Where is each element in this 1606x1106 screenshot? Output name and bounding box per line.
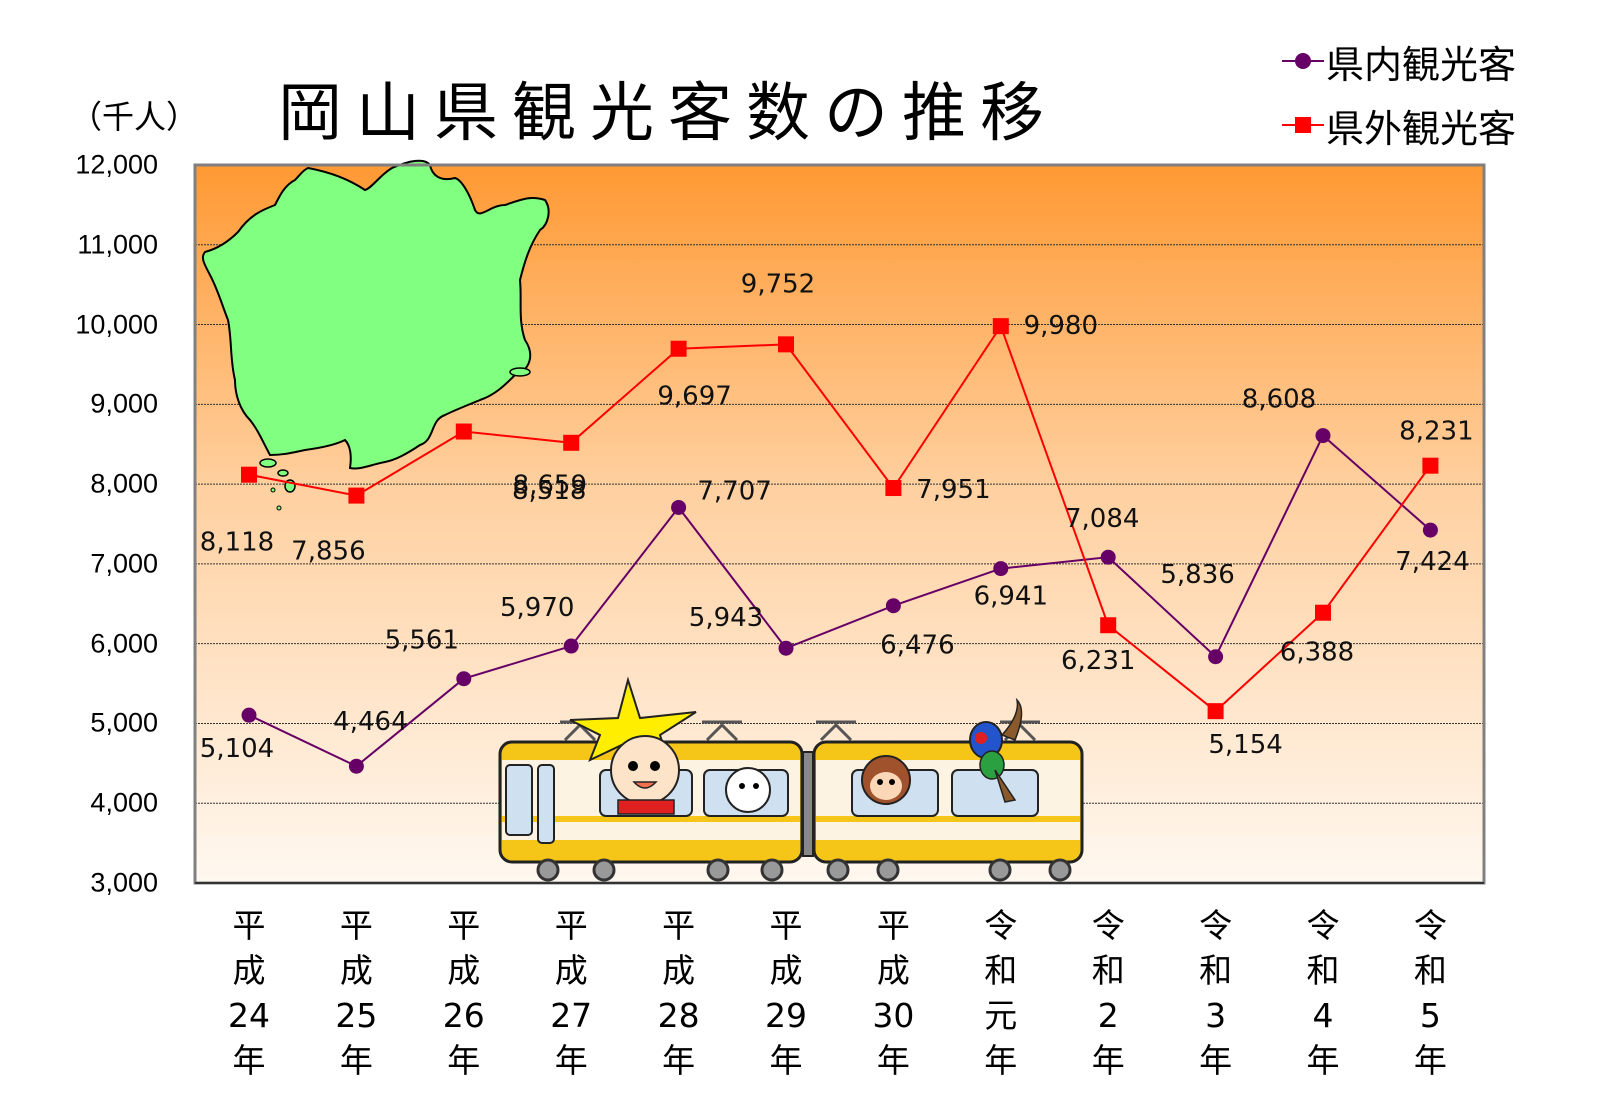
legend: 県内観光客 県外観光客 xyxy=(1282,38,1516,166)
pantograph-icon xyxy=(560,720,1040,742)
circle-marker-icon xyxy=(241,707,257,723)
data-label: 7,084 xyxy=(1065,504,1139,534)
circle-marker-icon xyxy=(1100,549,1116,565)
data-label: 9,697 xyxy=(657,382,731,412)
data-label: 5,561 xyxy=(385,626,459,656)
data-labels: 5,104 4,464 5,561 5,970 7,707 5,943 6,476 6,941… xyxy=(200,269,1474,764)
data-label: 9,752 xyxy=(741,269,815,299)
square-marker-icon xyxy=(992,318,1009,335)
data-label: 7,424 xyxy=(1395,547,1469,577)
dog-mascot-icon xyxy=(725,767,771,813)
y-tick-label: 6,000 xyxy=(90,628,158,659)
legend-label: 県内観光客 xyxy=(1326,42,1517,87)
square-marker-icon xyxy=(670,340,687,357)
legend-item-out-pref: 県外観光客 xyxy=(1282,102,1516,151)
square-marker-icon xyxy=(241,466,257,483)
series-lines xyxy=(241,318,1439,774)
y-tick-label: 8,000 xyxy=(90,468,158,499)
x-tick-label: 平成 29 年 xyxy=(765,906,807,1080)
legend-label: 県外観光客 xyxy=(1326,106,1517,151)
circle-marker-icon xyxy=(885,598,901,614)
circle-marker-icon xyxy=(778,640,794,656)
data-label: 5,104 xyxy=(200,734,274,764)
island-icon xyxy=(270,487,276,493)
data-label: 5,154 xyxy=(1208,730,1282,760)
train-mascot-illustration xyxy=(498,676,1084,882)
legend-item-in-pref: 県内観光客 xyxy=(1282,38,1516,87)
square-marker-icon xyxy=(563,434,580,451)
x-tick-label: 平成 27 年 xyxy=(550,906,593,1080)
y-tick-label: 12,000 xyxy=(75,149,158,180)
x-tick-label: 平成 26 年 xyxy=(442,906,485,1080)
data-label: 5,970 xyxy=(500,593,574,623)
series-line-in-pref xyxy=(248,433,1432,768)
circle-marker-icon xyxy=(456,671,472,687)
data-label: 7,856 xyxy=(291,537,365,567)
data-label: 9,980 xyxy=(1024,311,1098,341)
square-marker-icon xyxy=(778,336,794,353)
data-label: 8,608 xyxy=(1242,385,1316,415)
x-tick-label: 令和元年 xyxy=(984,906,1018,1080)
circle-marker-icon xyxy=(563,638,579,654)
data-label: 6,388 xyxy=(1280,638,1354,668)
square-marker-icon xyxy=(348,487,365,504)
y-tick-label: 4,000 xyxy=(90,787,158,818)
y-tick-label: 9,000 xyxy=(90,388,158,419)
data-label: 5,943 xyxy=(689,603,763,633)
square-marker-icon xyxy=(455,423,472,440)
square-marker-icon xyxy=(1315,604,1331,621)
y-axis-unit-label: （千人） xyxy=(70,98,199,136)
x-tick-label: 平成 25 年 xyxy=(335,906,378,1080)
island-icon xyxy=(277,469,289,477)
island-icon xyxy=(276,505,282,511)
data-label: 4,464 xyxy=(333,707,407,737)
data-label: 8,518 xyxy=(512,476,586,506)
circle-marker-icon xyxy=(671,499,687,515)
island-icon xyxy=(259,458,277,468)
circle-marker-icon xyxy=(1315,428,1331,444)
x-tick-label: 平成 30 年 xyxy=(872,906,915,1080)
data-label: 8,231 xyxy=(1399,417,1473,447)
okayama-map-illustration xyxy=(201,159,550,470)
y-tick-label: 11,000 xyxy=(77,229,158,260)
chart-title: 岡山県観光客数の推移 xyxy=(278,77,1058,151)
circle-marker-icon xyxy=(1208,649,1224,665)
data-label: 8,659 xyxy=(513,471,587,501)
y-tick-label: 3,000 xyxy=(90,867,158,898)
square-marker-icon xyxy=(1207,703,1224,720)
circle-marker-icon xyxy=(348,758,364,774)
circle-marker-icon xyxy=(1422,522,1438,538)
x-tick-label: 平成 24 年 xyxy=(228,906,270,1080)
island-icon xyxy=(509,367,531,377)
y-tick-label: 5,000 xyxy=(90,707,158,738)
x-tick-label: 平成 28 年 xyxy=(657,906,700,1080)
y-tick-label: 7,000 xyxy=(90,548,158,579)
data-label: 5,836 xyxy=(1160,560,1234,590)
circle-marker-icon xyxy=(1282,53,1324,69)
data-label: 7,951 xyxy=(916,475,990,505)
data-label: 6,941 xyxy=(974,582,1048,612)
square-marker-icon xyxy=(1282,117,1324,133)
y-tick-label: 10,000 xyxy=(75,309,158,340)
data-label: 8,118 xyxy=(200,528,274,558)
circle-marker-icon xyxy=(993,561,1009,577)
square-marker-icon xyxy=(1100,617,1117,634)
series-line-out-pref xyxy=(248,323,1432,713)
data-label: 7,707 xyxy=(697,476,771,506)
square-marker-icon xyxy=(885,480,902,497)
data-label: 6,476 xyxy=(880,631,954,661)
square-marker-icon xyxy=(1422,457,1439,474)
data-label: 6,231 xyxy=(1061,646,1135,676)
